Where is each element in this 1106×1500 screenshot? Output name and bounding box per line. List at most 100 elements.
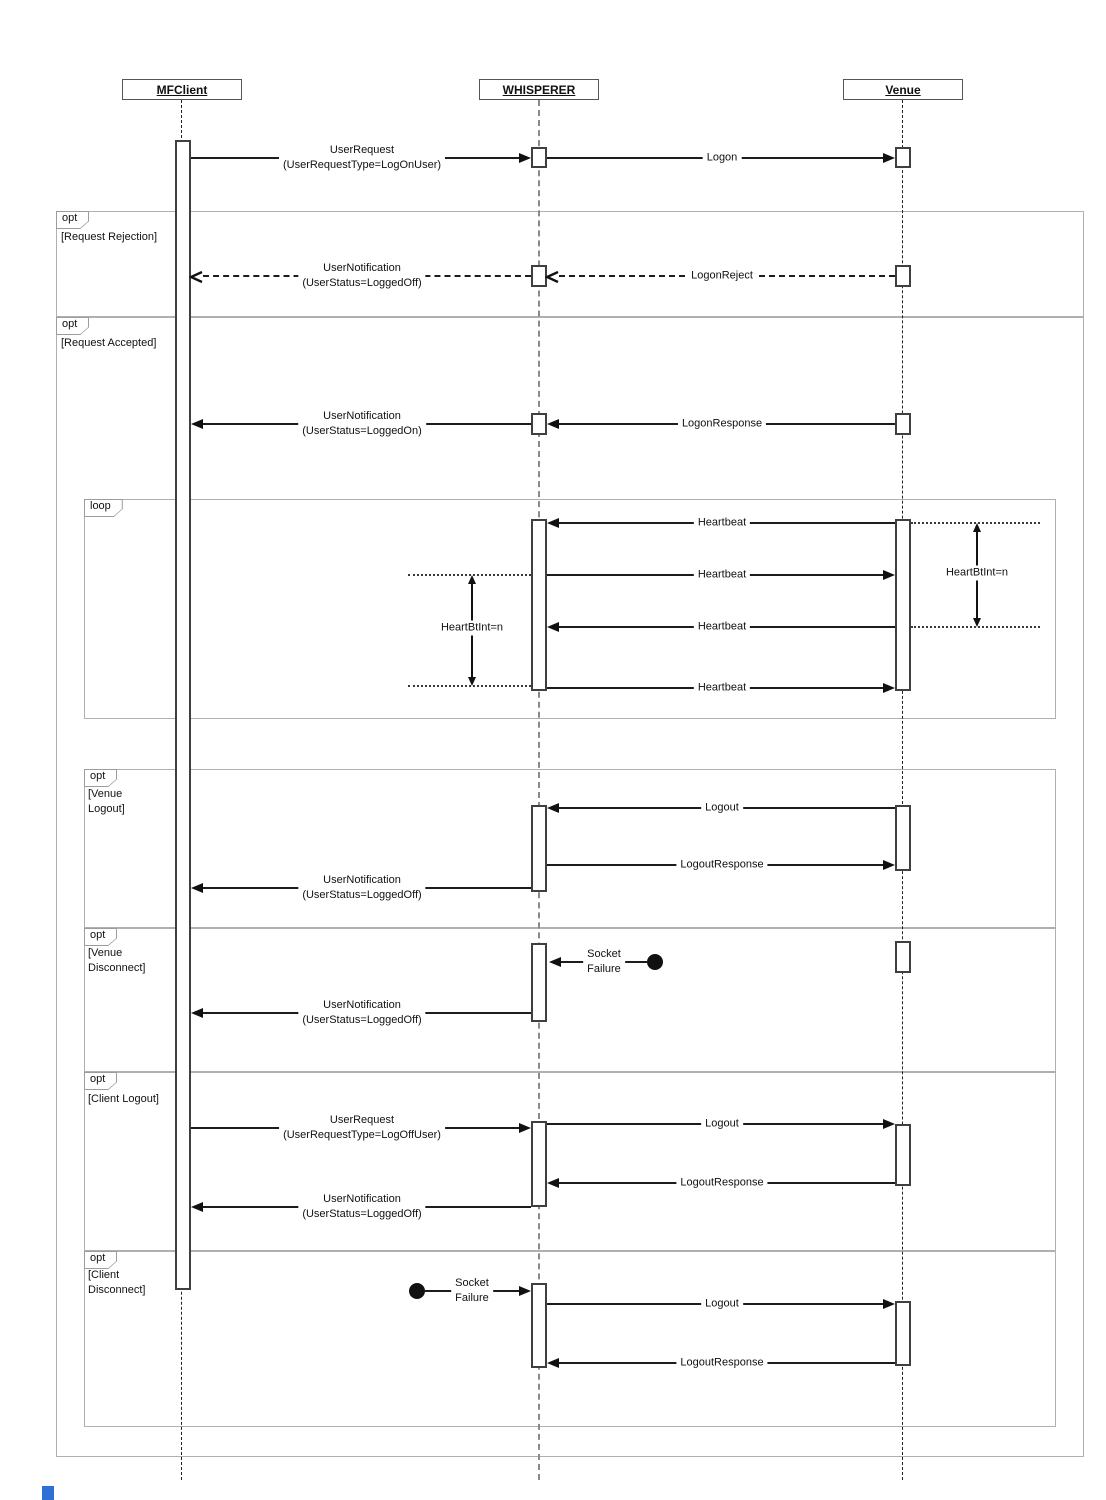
activation-whisperer-loop [531, 519, 547, 691]
arrowhead-left-icon [547, 518, 559, 528]
activation-venue-loop [895, 519, 911, 691]
message-client-socket-failure-label: Socket Failure [451, 1276, 493, 1306]
actor-label-mfclient: MFClient [156, 82, 208, 97]
lost-message-endpoint-icon [647, 954, 663, 970]
arrowhead-right-icon [519, 1123, 531, 1133]
fragment-operator-label: opt [85, 929, 116, 945]
lifeline-whisperer [538, 100, 540, 1480]
arrowhead-right-icon [883, 1299, 895, 1309]
fragment-operator-tag: opt [84, 1251, 117, 1269]
fragment-guard: [Venue Disconnect] [88, 947, 146, 974]
arrowhead-up-icon [468, 575, 476, 584]
activation-whisperer-reject [531, 265, 547, 287]
activation-venue-reject [895, 265, 911, 287]
fragment-guard: [Request Accepted] [61, 337, 157, 349]
arrowhead-left-icon [547, 622, 559, 632]
fragment-heartbeat-loop [84, 499, 1056, 719]
activation-venue-logon [895, 147, 911, 168]
fragment-client-logout [84, 1072, 1056, 1251]
message-client-logout-label: Logout [701, 1116, 743, 1132]
message-notify-logged-off-client-logout-label: UserNotification (UserStatus=LoggedOff) [298, 1192, 426, 1222]
fragment-operator-label: opt [85, 1252, 116, 1268]
actor-label-venue: Venue [885, 82, 921, 97]
lifeline-venue [902, 100, 903, 1480]
fragment-operator-label: opt [85, 770, 116, 786]
activation-whisperer-venue-logout [531, 805, 547, 892]
fragment-operator-tag: opt [84, 1072, 117, 1090]
activation-whisperer-client-logout [531, 1121, 547, 1207]
message-logon-label: Logon [702, 150, 742, 166]
arrowhead-left-icon [191, 883, 203, 893]
activation-venue-client-logout [895, 1124, 911, 1186]
message-disconnect-logout-response-label: LogoutResponse [676, 1355, 768, 1371]
activation-whisperer-accept [531, 413, 547, 435]
fragment-venue-disconnect [84, 928, 1056, 1072]
screen-corner-artifact [42, 1486, 54, 1500]
arrowhead-right-icon [519, 1286, 531, 1296]
fragment-operator-label: loop [85, 500, 122, 516]
message-heartbeat4-label: Heartbeat [693, 680, 751, 696]
arrowhead-left-icon [191, 1008, 203, 1018]
activation-mfclient-main [175, 140, 191, 1290]
arrowhead-left-icon [549, 957, 561, 967]
arrowhead-left-icon [547, 419, 559, 429]
activation-venue-client-disconnect [895, 1301, 911, 1366]
interval-dotted-line [911, 626, 1040, 628]
lost-message-endpoint-icon [409, 1283, 425, 1299]
arrowhead-left-icon [191, 419, 203, 429]
fragment-operator-label: opt [85, 1073, 116, 1089]
message-logon-response-label: LogonResponse [677, 416, 767, 432]
actor-box-mfclient: MFClient [122, 79, 242, 100]
fragment-request-rejection [56, 211, 1084, 317]
fragment-operator-label: opt [57, 212, 88, 228]
message-heartbeat1-label: Heartbeat [693, 515, 751, 531]
fragment-operator-tag: opt [84, 928, 117, 946]
message-notify-logged-off-venue-logout-label: UserNotification (UserStatus=LoggedOff) [298, 873, 426, 903]
fragment-client-disconnect [84, 1251, 1056, 1427]
arrowhead-left-icon [191, 1202, 203, 1212]
message-venue-logout-label: Logout [701, 800, 743, 816]
fragment-guard: [Client Disconnect] [88, 1269, 146, 1296]
arrowhead-down-icon [973, 618, 981, 627]
arrowhead-left-icon [547, 803, 559, 813]
message-venue-socket-failure-label: Socket Failure [583, 947, 625, 977]
activation-venue-venue-disconnect [895, 941, 911, 973]
fragment-guard: [Client Logout] [88, 1093, 159, 1105]
actor-box-whisperer: WHISPERER [479, 79, 599, 100]
activation-whisperer-client-disconnect [531, 1283, 547, 1368]
open-arrowhead-left-icon [544, 270, 559, 284]
message-disconnect-logout-label: Logout [701, 1296, 743, 1312]
arrowhead-left-icon [547, 1358, 559, 1368]
message-heartbeat3-label: Heartbeat [693, 619, 751, 635]
fragment-operator-tag: loop [84, 499, 123, 517]
heartbeat-interval-venue-label: HeartBtInt=n [941, 565, 1013, 581]
fragment-operator-tag: opt [56, 317, 89, 335]
fragment-request-accepted [56, 317, 1084, 1457]
arrowhead-right-icon [883, 860, 895, 870]
arrowhead-right-icon [883, 683, 895, 693]
activation-whisperer-logon [531, 147, 547, 168]
fragment-operator-tag: opt [84, 769, 117, 787]
message-heartbeat2-label: Heartbeat [693, 567, 751, 583]
activation-venue-accept [895, 413, 911, 435]
arrowhead-right-icon [519, 153, 531, 163]
fragment-guard: [Venue Logout] [88, 788, 125, 815]
arrowhead-right-icon [883, 1119, 895, 1129]
actor-label-whisperer: WHISPERER [502, 82, 576, 97]
message-user-request-logon-label: UserRequest (UserRequestType=LogOnUser) [278, 143, 446, 173]
open-arrowhead-left-icon [188, 270, 203, 284]
arrowhead-right-icon [883, 570, 895, 580]
arrowhead-right-icon [883, 153, 895, 163]
message-notify-logged-on-label: UserNotification (UserStatus=LoggedOn) [298, 409, 426, 439]
message-notify-logged-off-venue-disconnect-label: UserNotification (UserStatus=LoggedOff) [298, 998, 426, 1028]
activation-venue-venue-logout [895, 805, 911, 871]
fragment-venue-logout [84, 769, 1056, 928]
fragment-operator-tag: opt [56, 211, 89, 229]
interval-dotted-line [408, 685, 531, 687]
fragment-operator-label: opt [57, 318, 88, 334]
message-client-logout-response-label: LogoutResponse [676, 1175, 768, 1191]
activation-whisperer-venue-disconnect [531, 943, 547, 1022]
arrowhead-down-icon [468, 677, 476, 686]
message-logon-reject-label: LogonReject [687, 268, 757, 284]
